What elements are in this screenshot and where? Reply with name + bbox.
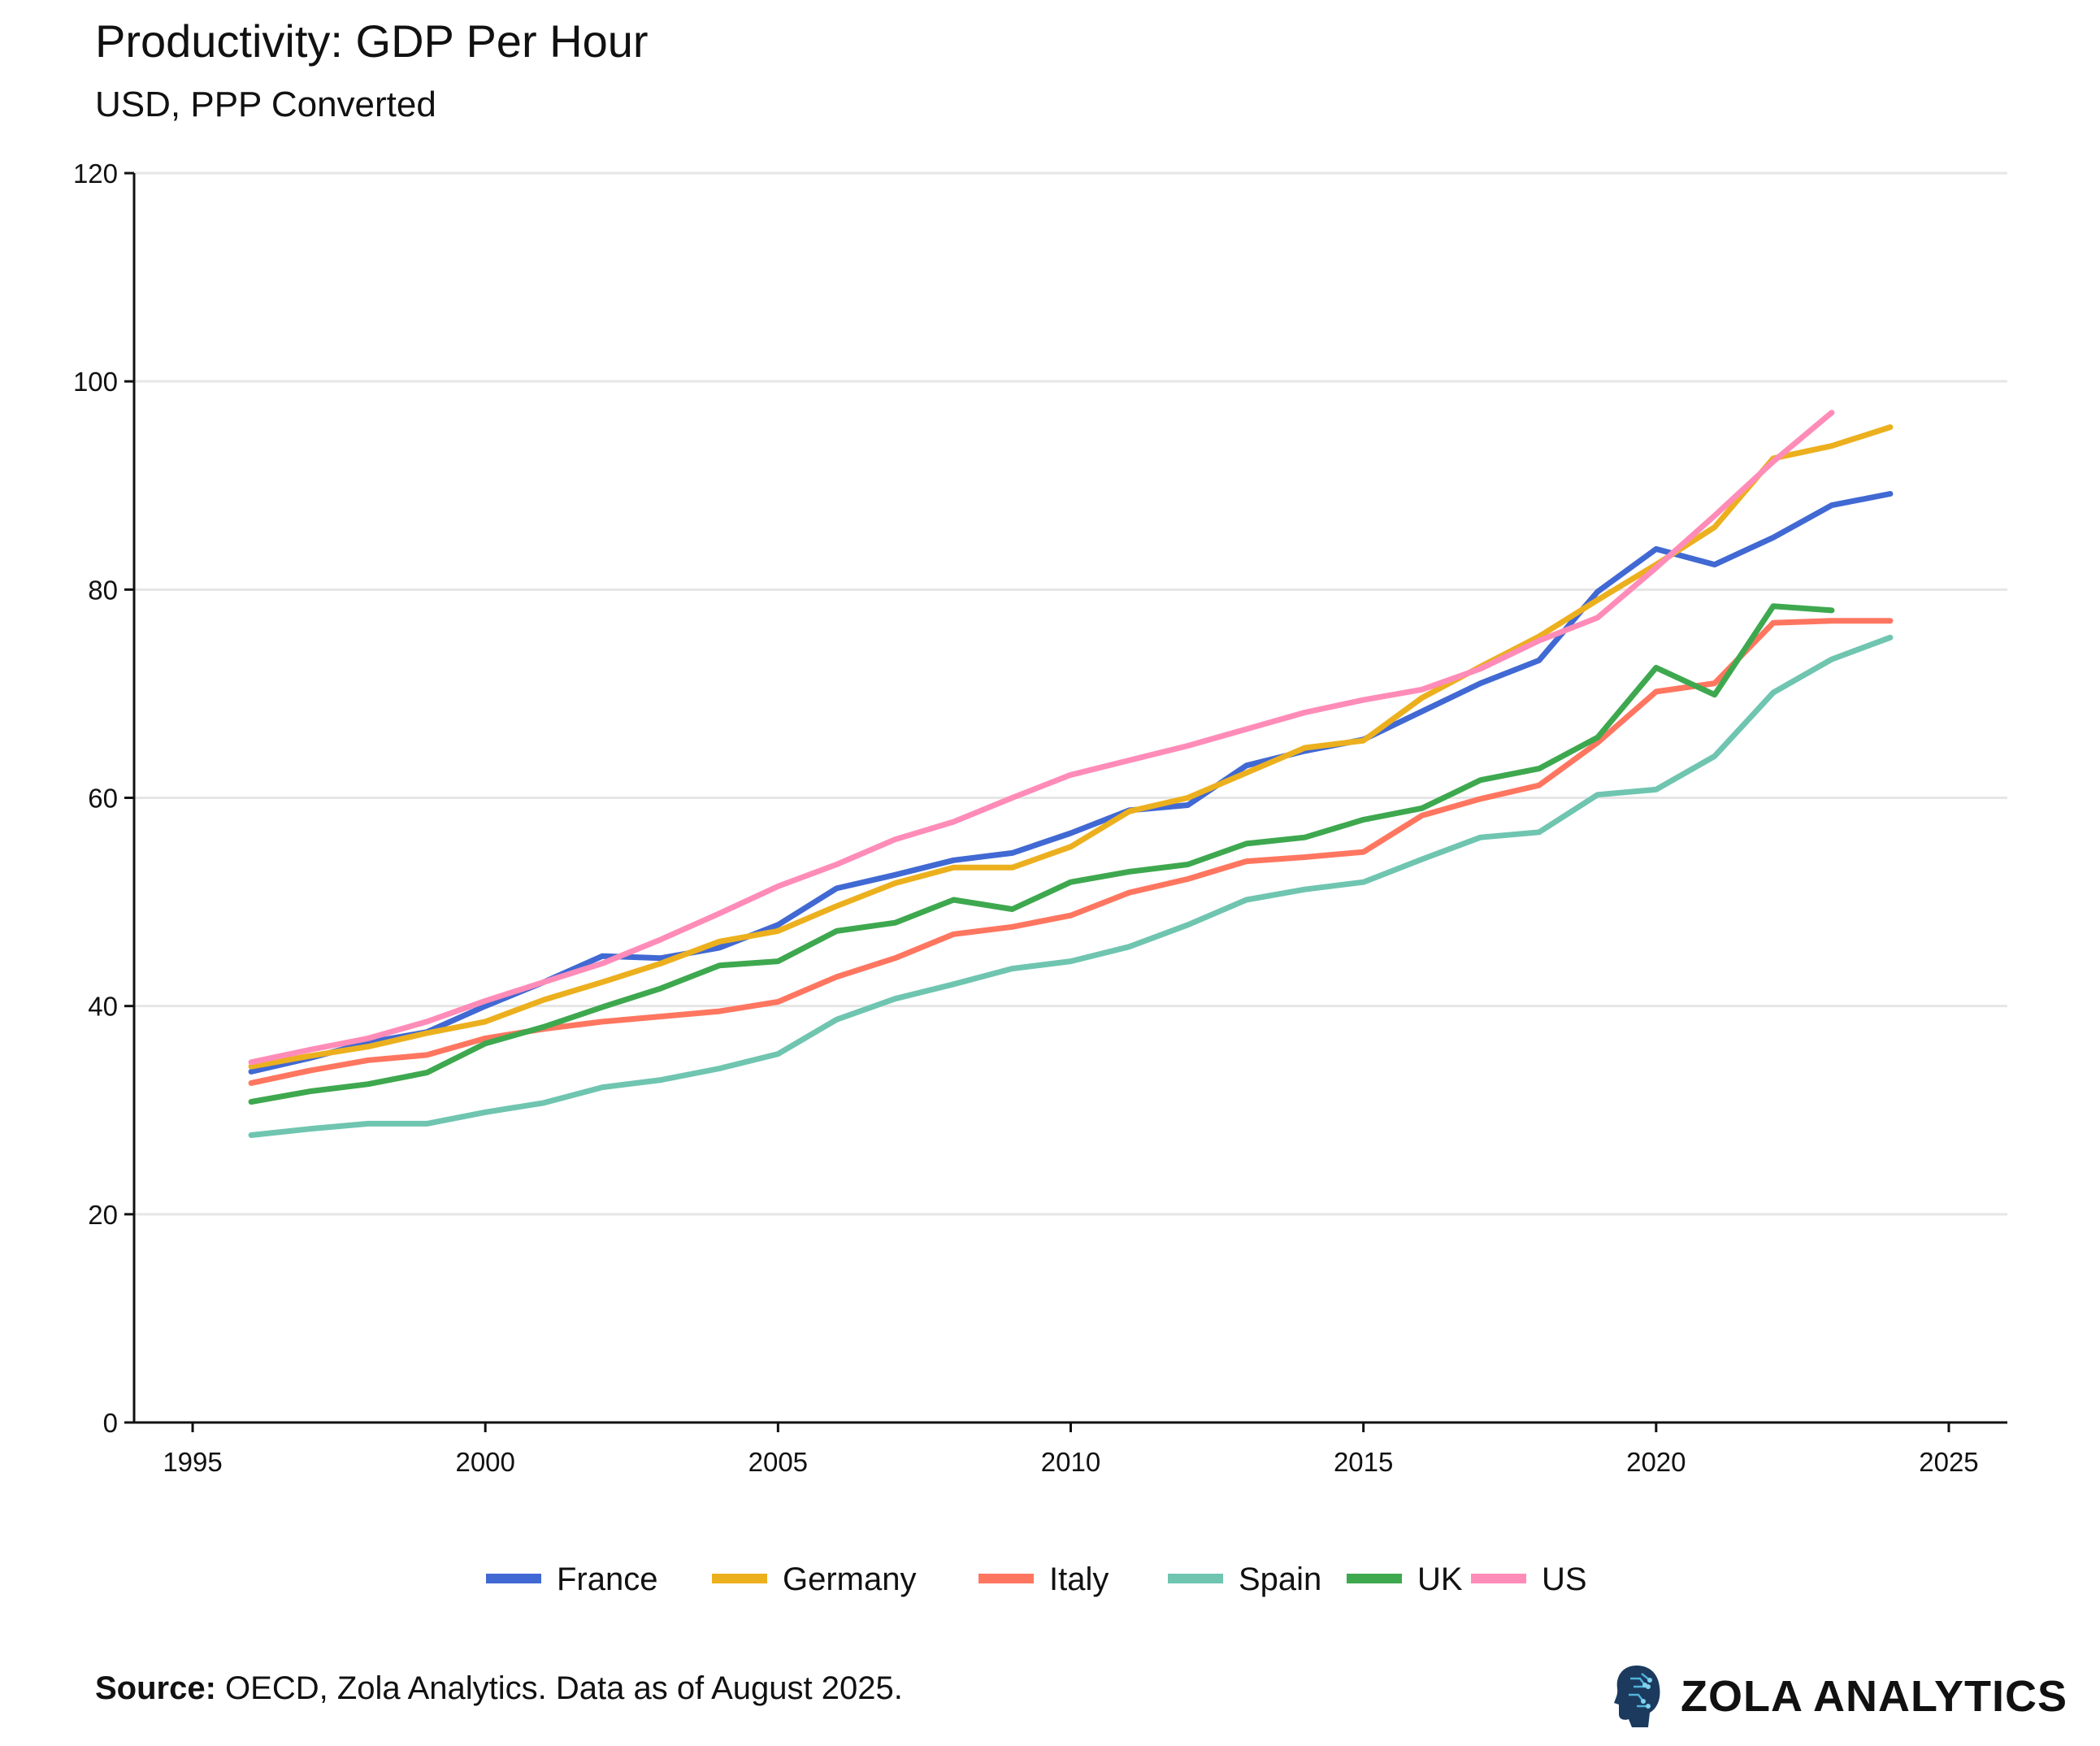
legend-item-germany: Germany	[712, 1561, 917, 1597]
legend: France Germany Italy Spain UK US	[486, 1561, 1587, 1597]
legend-label: US	[1542, 1561, 1587, 1597]
y-tick-label: 60	[88, 784, 118, 814]
source-label: Source:	[95, 1670, 216, 1706]
y-tick-label: 40	[88, 992, 118, 1022]
x-tick-label: 2005	[748, 1447, 808, 1477]
x-tick-label: 2020	[1626, 1447, 1686, 1477]
series-line-us	[248, 410, 1835, 1066]
y-tick-label: 100	[73, 367, 118, 397]
x-tick-label: 2025	[1919, 1447, 1978, 1477]
brand-logo: ZOLA ANALYTICS	[1612, 1662, 2067, 1731]
series-lines	[248, 410, 1894, 1138]
legend-label: Italy	[1049, 1561, 1109, 1597]
y-tick-label: 20	[88, 1200, 118, 1230]
x-tick-label: 2000	[455, 1447, 514, 1477]
legend-label: France	[557, 1561, 658, 1597]
legend-label: Spain	[1239, 1561, 1321, 1597]
series-line-italy	[248, 618, 1894, 1086]
series-line-spain	[248, 634, 1894, 1138]
legend-item-italy: Italy	[978, 1561, 1109, 1597]
legend-item-uk: UK	[1347, 1561, 1463, 1597]
chart-subtitle: USD, PPP Converted	[95, 85, 436, 124]
source-note: Source: OECD, Zola Analytics. Data as of…	[95, 1670, 903, 1707]
series-line-germany	[248, 424, 1894, 1070]
brain-head-icon	[1613, 1666, 1660, 1727]
x-tick-label: 2010	[1041, 1447, 1100, 1477]
legend-item-us: US	[1471, 1561, 1587, 1597]
y-tick-label: 120	[73, 159, 118, 189]
legend-label: Germany	[783, 1561, 917, 1597]
chart-title: Productivity: GDP Per Hour	[95, 15, 649, 67]
source-text: OECD, Zola Analytics. Data as of August …	[215, 1670, 903, 1706]
x-tick-label: 2015	[1334, 1447, 1393, 1477]
legend-item-spain: Spain	[1168, 1561, 1321, 1597]
brand-name: ZOLA ANALYTICS	[1680, 1672, 2067, 1721]
y-tick-label: 0	[103, 1408, 118, 1438]
series-line-uk	[248, 603, 1835, 1105]
y-tick-label: 80	[88, 575, 118, 605]
axes: 0 20 40 60 80 100 120 1995 2000 2005 2010 2015 2020 2…	[73, 159, 2007, 1477]
legend-label: UK	[1417, 1561, 1463, 1597]
legend-item-france: France	[486, 1561, 658, 1597]
grid-lines	[134, 172, 2007, 1216]
x-tick-label: 1995	[163, 1447, 222, 1477]
